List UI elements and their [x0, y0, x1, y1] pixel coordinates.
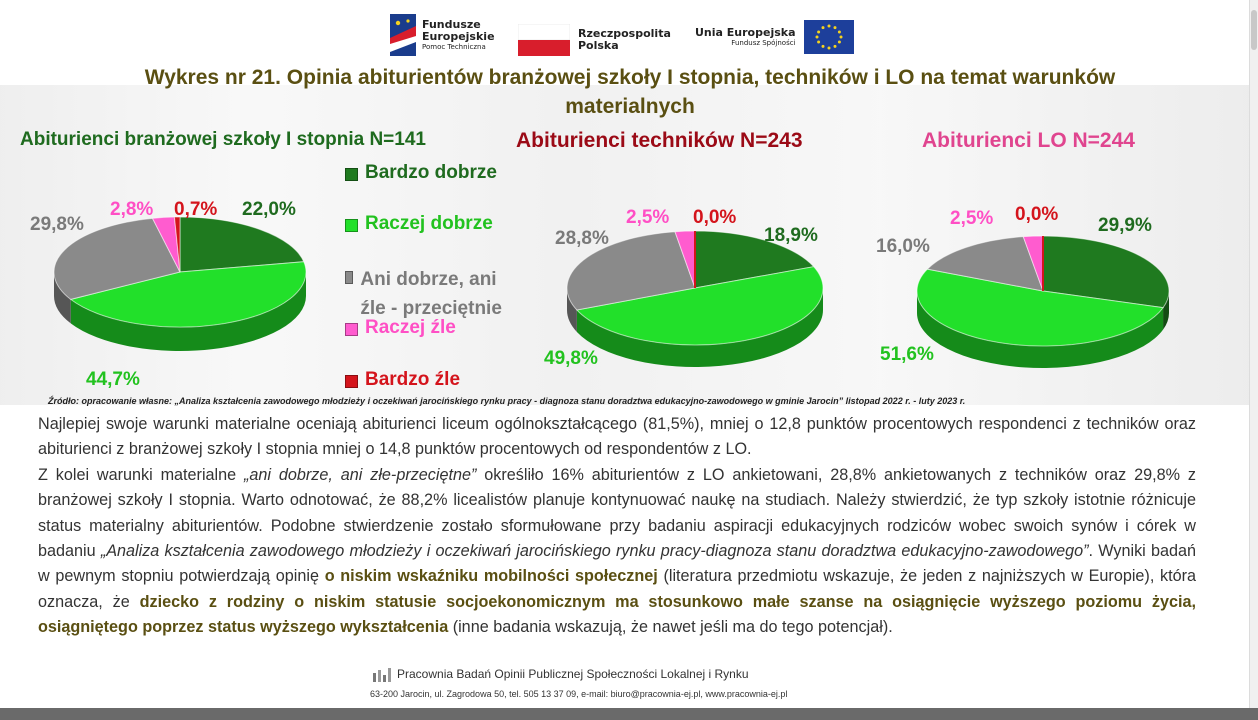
label-c1-raczej-zle: 2,8% [110, 199, 154, 220]
bottom-bar [0, 708, 1258, 720]
legend-swatch [345, 219, 358, 232]
label-c2-bardzo-zle: 0,0% [693, 207, 737, 228]
pracownia-logo-icon [373, 668, 391, 682]
body-paragraph-2: Z kolei warunki materialne „ani dobrze, … [38, 463, 1196, 641]
legend-label: Raczej źle [365, 317, 456, 338]
label-c3-raczej-zle: 2,5% [950, 208, 994, 229]
legend-swatch [345, 375, 358, 388]
pie-slice-raczej-dobrze [69, 261, 307, 328]
pie-slice-ani-dobrze-ani-zle-przecietnie [53, 217, 181, 300]
label-c2-raczej-zle: 2,5% [626, 207, 670, 228]
logo-ue-line1: Unia Europejska [695, 26, 796, 40]
legend-item-bardzo-dobrze: Bardzo dobrze [345, 162, 497, 184]
pie-side-raczej-dobrze [576, 288, 823, 367]
p2-text: . Wyniki badań w pewnym stopniu potwierd… [38, 542, 1196, 586]
legend-item-przecietnie: Ani dobrze, ani źle - przeciętnie [345, 265, 525, 323]
logo-rzeczpospolita-polska: Rzeczpospolita Polska [518, 24, 671, 56]
p2-quote: „ani dobrze, ani złe-przeciętne” [244, 465, 477, 484]
pie-side-raczej-dobrze [70, 272, 307, 351]
logo-fundusze-europejskie: Fundusze Europejskie Pomoc Techniczna [390, 14, 495, 56]
body-paragraph-1: Najlepiej swoje warunki materialne oceni… [38, 415, 1196, 459]
chart-title-branzowa: Abiturienci branżowej szkoły I stopnia N… [20, 129, 426, 150]
footer-organization: Pracownia Badań Opinii Publicznej Społec… [397, 667, 749, 681]
p2-text: Z kolei warunki materialne [38, 465, 245, 484]
pie-slice-ani-dobrze-ani-zle-przecietnie [566, 231, 696, 311]
p2-emphasis: dziecko z rodziny o niskim statusie socj… [38, 592, 1196, 637]
pie-slice-ani-dobrze-ani-zle-przecietnie [926, 236, 1044, 292]
pie-slice-raczej-dobrze [916, 268, 1164, 347]
pie-slice-bardzo-dobrze [694, 230, 815, 289]
legend-label: Bardzo źle [365, 369, 461, 390]
legend-swatch [345, 323, 358, 336]
page-title: Wykres nr 21. Opinia abiturientów branżo… [144, 66, 1116, 118]
pie-chart-technika [566, 230, 824, 367]
legend-label: Raczej dobrze [365, 213, 493, 234]
legend-item-raczej-zle: Raczej źle [345, 317, 456, 339]
p2-text: (literatura przedmiotu wskazuje, że jede… [38, 567, 1196, 611]
p2-study-title: „Analiza kształcenia zawodowego młodzież… [100, 542, 1089, 561]
pie-chart-branzowa [53, 216, 307, 351]
pie-chart-lo [916, 235, 1170, 368]
logo-ue-sub: Fundusz Spójności [731, 38, 796, 47]
legend-item-bardzo-zle: Bardzo źle [345, 369, 460, 391]
logo-unia-europejska: Unia Europejska Fundusz Spójności [695, 20, 854, 54]
eu-flag-icon [803, 20, 854, 54]
legend-label: Bardzo dobrze [365, 162, 497, 183]
pie-side-ani-dobrze-ani-zle-przecietnie [567, 288, 577, 332]
legend-swatch [345, 168, 358, 181]
polish-flag-icon [518, 24, 570, 56]
p2-text: określiło 16% abiturientów z LO ankietow… [38, 465, 1196, 561]
p2-text: (inne badania wskazują, że nawet jeśli m… [448, 618, 893, 637]
label-c1-przecietnie: 29,8% [30, 214, 84, 235]
pie-slice-raczej-dobrze [575, 266, 824, 346]
label-c2-przecietnie: 28,8% [555, 228, 609, 249]
label-c1-raczej-dobrze: 44,7% [86, 369, 140, 390]
scrollbar-thumb[interactable] [1251, 10, 1257, 50]
footer-address: 63-200 Jarocin, ul. Zagrodowa 50, tel. 5… [370, 689, 788, 699]
pie-side-raczej-dobrze [917, 291, 1164, 368]
legend-item-raczej-dobrze: Raczej dobrze [345, 213, 493, 235]
label-c1-bardzo-dobrze: 22,0% [242, 199, 296, 220]
source-note: Źródło: opracowanie własne: „Analiza ksz… [48, 396, 966, 406]
pie-slice-bardzo-zle [173, 216, 181, 273]
label-c3-przecietnie: 16,0% [876, 236, 930, 257]
legend-label: Ani dobrze, ani źle - przeciętnie [360, 269, 502, 319]
chart-title-technika: Abiturienci techników N=243 [516, 129, 803, 152]
logo-fe-line1: Fundusze [422, 18, 481, 32]
chart-title-lo: Abiturienci LO N=244 [922, 129, 1135, 152]
fundusze-europejskie-icon [390, 14, 416, 56]
label-c2-bardzo-dobrze: 18,9% [764, 225, 818, 246]
logo-rp-line2: Polska [578, 39, 619, 52]
label-c3-bardzo-zle: 0,0% [1015, 204, 1059, 225]
pie-side-ani-dobrze-ani-zle-przecietnie [54, 272, 71, 324]
body-text: Najlepiej swoje warunki materialne oceni… [38, 412, 1196, 641]
label-c2-raczej-dobrze: 49,8% [544, 348, 598, 369]
logo-rp-line1: Rzeczpospolita [578, 27, 671, 41]
p2-emphasis: o niskim wskaźniku mobilności społecznej [324, 567, 658, 586]
logo-fe-sub: Pomoc Techniczna [422, 42, 486, 51]
label-c1-bardzo-zle: 0,7% [174, 199, 218, 220]
pie-slice-bardzo-dobrze [1042, 235, 1170, 309]
label-c3-raczej-dobrze: 51,6% [880, 344, 934, 365]
logo-fe-line2: Europejskie [422, 30, 495, 43]
pie-slice-bardzo-dobrze [179, 216, 305, 273]
vertical-scrollbar[interactable] [1249, 0, 1258, 720]
label-c3-bardzo-dobrze: 29,9% [1098, 215, 1152, 236]
legend-swatch [345, 271, 354, 284]
